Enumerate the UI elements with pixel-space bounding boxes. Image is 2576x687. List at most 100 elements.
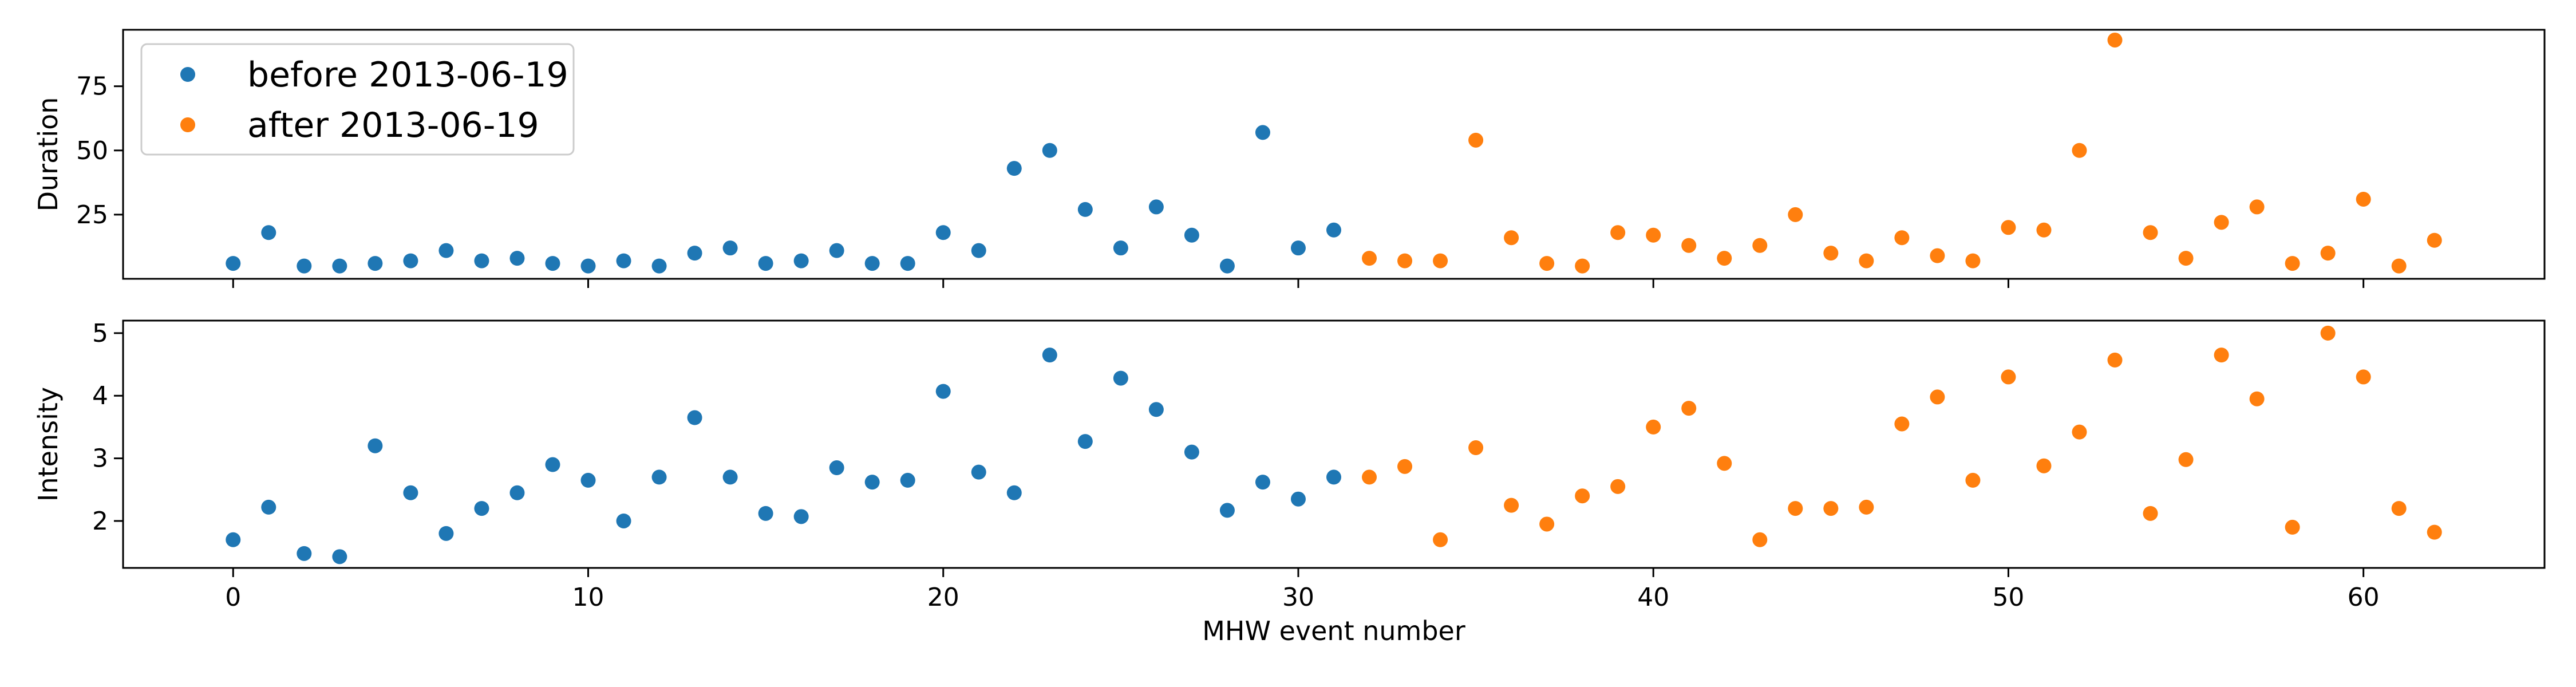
intensity-point [261,499,276,515]
duration-point [2214,215,2229,230]
intensity-y-tick-label: 4 [92,381,108,410]
intensity-point [935,384,951,399]
duration-point [758,256,773,271]
duration-y-axis-label: Duration [33,97,64,212]
duration-point [2107,32,2123,48]
intensity-point [2320,325,2336,341]
intensity-point [580,472,596,488]
intensity-plot-frame [122,319,2546,569]
duration-point [864,256,880,271]
duration-point [1752,238,1768,253]
intensity-y-axis-label: Intensity [33,387,64,502]
intensity-point [1077,434,1093,449]
duration-plot-frame [122,29,2546,280]
duration-point [261,225,276,240]
intensity-point [2391,501,2407,516]
duration-point [509,251,525,266]
x-tick-label: 0 [225,583,241,612]
duration-point [2178,251,2194,266]
intensity-point [2143,506,2158,521]
x-tick-label: 50 [1992,583,2024,612]
intensity-point [1148,402,1164,417]
duration-point [1468,132,1484,148]
intensity-point [1859,499,1874,515]
duration-point [2001,220,2016,235]
duration-series-after [1362,32,2442,274]
duration-point [2072,143,2087,158]
intensity-point [2036,458,2052,473]
legend-label: before 2013-06-19 [247,55,568,95]
duration-point [1930,248,1945,263]
x-tick-label: 20 [927,583,959,612]
x-axis-label: MHW event number [1202,615,1465,646]
intensity-point [1219,503,1235,518]
intensity-point [1504,498,1519,513]
duration-point [1433,253,1448,269]
duration-point [580,258,596,274]
duration-point [687,246,702,261]
intensity-point [474,501,489,516]
intensity-point [651,469,667,485]
duration-point [1681,238,1697,253]
duration-point [438,243,454,258]
duration-point [1646,227,1661,243]
duration-point [1894,230,1910,246]
intensity-point [1042,348,1057,363]
legend-marker [180,117,195,132]
duration-point [793,253,809,269]
intensity-point [1290,491,1306,507]
duration-point [332,258,347,274]
intensity-point [403,485,418,500]
intensity-point [864,475,880,490]
duration-point [1290,240,1306,256]
legend-marker [180,67,195,82]
duration-point [1504,230,1519,246]
duration-point [971,243,986,258]
intensity-point [1539,516,1555,532]
legend-label: after 2013-06-19 [247,105,539,145]
duration-point [368,256,383,271]
intensity-point [1433,532,1448,547]
intensity-point [545,457,560,472]
intensity-series-after [1362,325,2442,547]
intensity-point [1326,469,1341,485]
intensity-point [971,464,986,480]
intensity-point [2214,348,2229,363]
duration-point [722,240,738,256]
duration-point [616,253,631,269]
duration-y-tick-label: 75 [76,72,108,101]
intensity-point [226,532,241,547]
intensity-point [1717,456,1732,471]
duration-point [829,243,844,258]
intensity-point [1468,440,1484,456]
intensity-point [722,469,738,485]
duration-point [1184,227,1199,243]
duration-panel: 25 50 75 Duration before 2013-06-19 after 201… [33,29,2546,288]
intensity-point [1646,419,1661,435]
intensity-point [1362,469,1377,485]
duration-point [545,256,560,271]
intensity-y-tick-label: 5 [92,319,108,348]
duration-point [651,258,667,274]
duration-point [2391,258,2407,274]
duration-point [1397,253,1413,269]
intensity-point [2285,519,2300,535]
intensity-point [297,546,312,561]
duration-point [2249,199,2265,215]
intensity-point [793,509,809,524]
duration-point [1042,143,1057,158]
intensity-point [1397,459,1413,474]
intensity-point [1610,479,1626,494]
duration-point [297,258,312,274]
x-tick-label: 40 [1637,583,1669,612]
duration-point [403,253,418,269]
x-tick-label: 60 [2348,583,2380,612]
intensity-point [2107,352,2123,368]
intensity-point [1006,485,1022,500]
x-tick-label: 30 [1282,583,1314,612]
duration-y-tick-label: 50 [76,136,108,165]
intensity-point [616,513,631,528]
duration-point [1113,240,1128,256]
duration-series-before [226,125,1341,274]
